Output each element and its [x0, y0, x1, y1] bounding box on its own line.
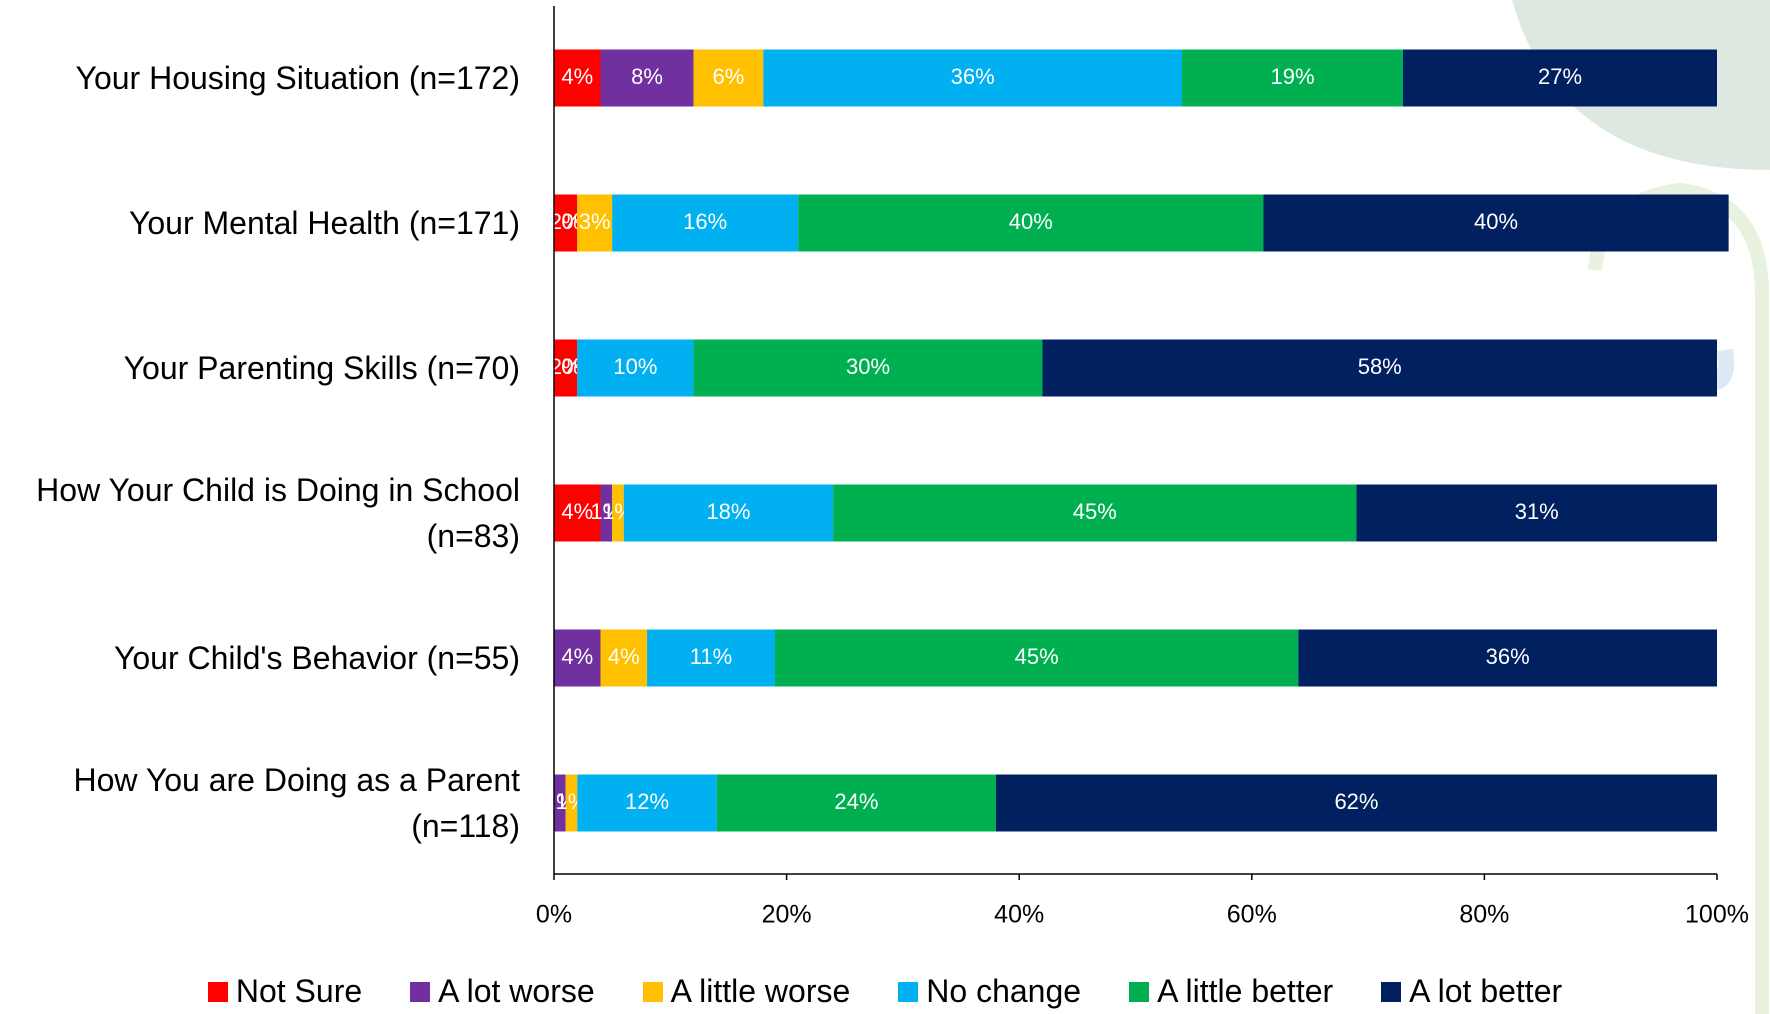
- legend-label: A lot worse: [438, 973, 595, 1009]
- bar-segment: [774, 629, 1299, 687]
- legend-item: A lot worse: [410, 973, 595, 1010]
- x-tick-label: 0%: [536, 901, 572, 929]
- data-label: 40%: [1474, 209, 1518, 234]
- x-tick-label: 100%: [1685, 901, 1749, 929]
- legend-label: No change: [926, 973, 1082, 1009]
- data-label: 36%: [1486, 644, 1530, 669]
- bar-segment: [554, 484, 601, 542]
- category-label: Your Mental Health (n=171): [128, 205, 520, 241]
- legend-swatch: [642, 981, 663, 1002]
- bar-segment: [577, 774, 717, 832]
- data-label: 58%: [1358, 354, 1402, 379]
- data-label: 3%: [579, 209, 611, 234]
- data-label: 11%: [690, 644, 732, 669]
- bar-segment: [600, 49, 694, 107]
- bar-segment: [1263, 194, 1729, 252]
- bar-segment: [647, 629, 775, 687]
- bar-segment: [554, 339, 578, 397]
- bar-segment: [554, 49, 601, 107]
- bar-segment: [554, 629, 601, 687]
- legend-label: A little worse: [670, 973, 851, 1009]
- data-label: 4%: [561, 499, 593, 524]
- data-label: 4%: [608, 644, 640, 669]
- category-label: Your Child's Behavior (n=55): [113, 640, 520, 676]
- data-label: 2%: [550, 354, 582, 379]
- data-label: 36%: [951, 64, 995, 89]
- data-label: 45%: [1073, 499, 1117, 524]
- data-label: 18%: [706, 499, 750, 524]
- x-tick-label: 80%: [1459, 901, 1509, 929]
- legend-label: A little better: [1157, 973, 1334, 1009]
- legend-swatch: [207, 981, 228, 1002]
- legend-item: No change: [898, 973, 1081, 1010]
- legend-item: A little better: [1129, 973, 1333, 1010]
- bar-segment: [693, 49, 764, 107]
- legend-item: Not Sure: [207, 973, 363, 1010]
- bar-segment: [1356, 484, 1717, 542]
- bar-segment: [600, 629, 648, 687]
- legend-swatch: [410, 981, 431, 1002]
- x-tick-label: 20%: [762, 901, 812, 929]
- bar-segment: [565, 774, 578, 832]
- bar-segment: [612, 484, 624, 542]
- legend-label: A lot better: [1409, 973, 1563, 1009]
- category-label: How You are Doing as a Parent (n=118): [73, 762, 520, 844]
- data-label: 12%: [625, 789, 669, 814]
- data-label: 40%: [1009, 209, 1053, 234]
- legend-swatch: [1381, 981, 1402, 1002]
- data-label: 2%: [550, 209, 582, 234]
- legend-item: A lot better: [1381, 973, 1562, 1010]
- legend: Not Sure A lot worse A little worse No chan…: [0, 973, 1770, 1010]
- bar-segment: [798, 194, 1264, 252]
- legend-swatch: [898, 981, 919, 1002]
- data-label: 30%: [846, 354, 890, 379]
- bar-segment: [995, 774, 1717, 832]
- legend-swatch: [1129, 981, 1150, 1002]
- data-label: 16%: [683, 209, 727, 234]
- bar-segment: [612, 194, 799, 252]
- bar-segment: [716, 774, 996, 832]
- bar-segment: [1042, 339, 1717, 397]
- bar-segment: [693, 339, 1043, 397]
- category-label: Your Parenting Skills (n=70): [123, 350, 520, 386]
- data-label: 19%: [1270, 64, 1314, 89]
- bar-segment: [554, 774, 566, 832]
- data-label: 4%: [561, 644, 593, 669]
- legend-item: A little worse: [642, 973, 851, 1010]
- bar-segment: [1182, 49, 1403, 107]
- legend-label: Not Sure: [235, 973, 363, 1009]
- data-label: 31%: [1515, 499, 1559, 524]
- bar-segment: [577, 339, 694, 397]
- bar-segment: [833, 484, 1357, 542]
- bar-segment: [1402, 49, 1717, 107]
- data-label: 4%: [561, 64, 593, 89]
- bar-segment: [577, 194, 613, 252]
- bar-segment: [554, 194, 578, 252]
- x-tick-label: 40%: [994, 901, 1044, 929]
- bar-segment: [600, 484, 613, 542]
- data-label: 45%: [1015, 644, 1059, 669]
- bar-segment: [623, 484, 834, 542]
- data-label: 6%: [713, 64, 745, 89]
- data-label: 24%: [834, 789, 878, 814]
- bar-segment: [1298, 629, 1717, 687]
- data-label: 27%: [1538, 64, 1582, 89]
- data-label: 10%: [613, 354, 657, 379]
- bar-segment: [763, 49, 1183, 107]
- category-label: How Your Child is Doing in School (n=83): [36, 472, 520, 554]
- data-label: 62%: [1334, 789, 1378, 814]
- category-label: Your Housing Situation (n=172): [75, 60, 520, 96]
- data-label: 8%: [631, 64, 663, 89]
- x-tick-label: 60%: [1227, 901, 1277, 929]
